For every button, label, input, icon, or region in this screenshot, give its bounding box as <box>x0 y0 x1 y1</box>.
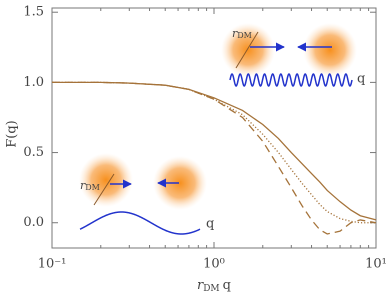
annotation: rDM <box>232 27 252 40</box>
annotation-var: r <box>232 27 238 40</box>
dm-blob <box>221 23 275 77</box>
dm-blob <box>303 23 357 77</box>
wave <box>79 211 201 235</box>
wave <box>229 73 353 87</box>
y-tick-label: 0.0 <box>23 215 44 230</box>
annotation: q <box>206 217 214 232</box>
dm-blob <box>79 153 133 207</box>
radius-line <box>235 31 259 69</box>
radius-line <box>93 173 115 206</box>
x-tick-label: 10¹ <box>365 257 387 272</box>
x-tick-label: 10⁻¹ <box>38 257 67 272</box>
dm-blob <box>153 156 207 210</box>
x-label-q: q <box>223 278 231 293</box>
y-axis-label: F(q) <box>5 120 20 148</box>
annotation-sub: DM <box>237 31 252 40</box>
annotation-sub: DM <box>85 183 100 192</box>
annotation: rDM <box>80 179 100 192</box>
annotation-var: r <box>80 179 86 192</box>
y-tick-label: 1.5 <box>23 5 44 20</box>
x-label-var: r <box>197 278 204 293</box>
annotation: q <box>357 72 365 87</box>
series-line <box>52 81 376 224</box>
x-label-sub: DM <box>203 284 219 294</box>
series-line <box>52 81 377 235</box>
x-tick-label: 10⁰ <box>203 257 225 272</box>
y-tick-label: 0.5 <box>23 145 44 160</box>
illustrations <box>79 23 357 210</box>
x-axis-label: rDM q <box>197 278 231 294</box>
y-tick-label: 1.0 <box>23 75 44 90</box>
